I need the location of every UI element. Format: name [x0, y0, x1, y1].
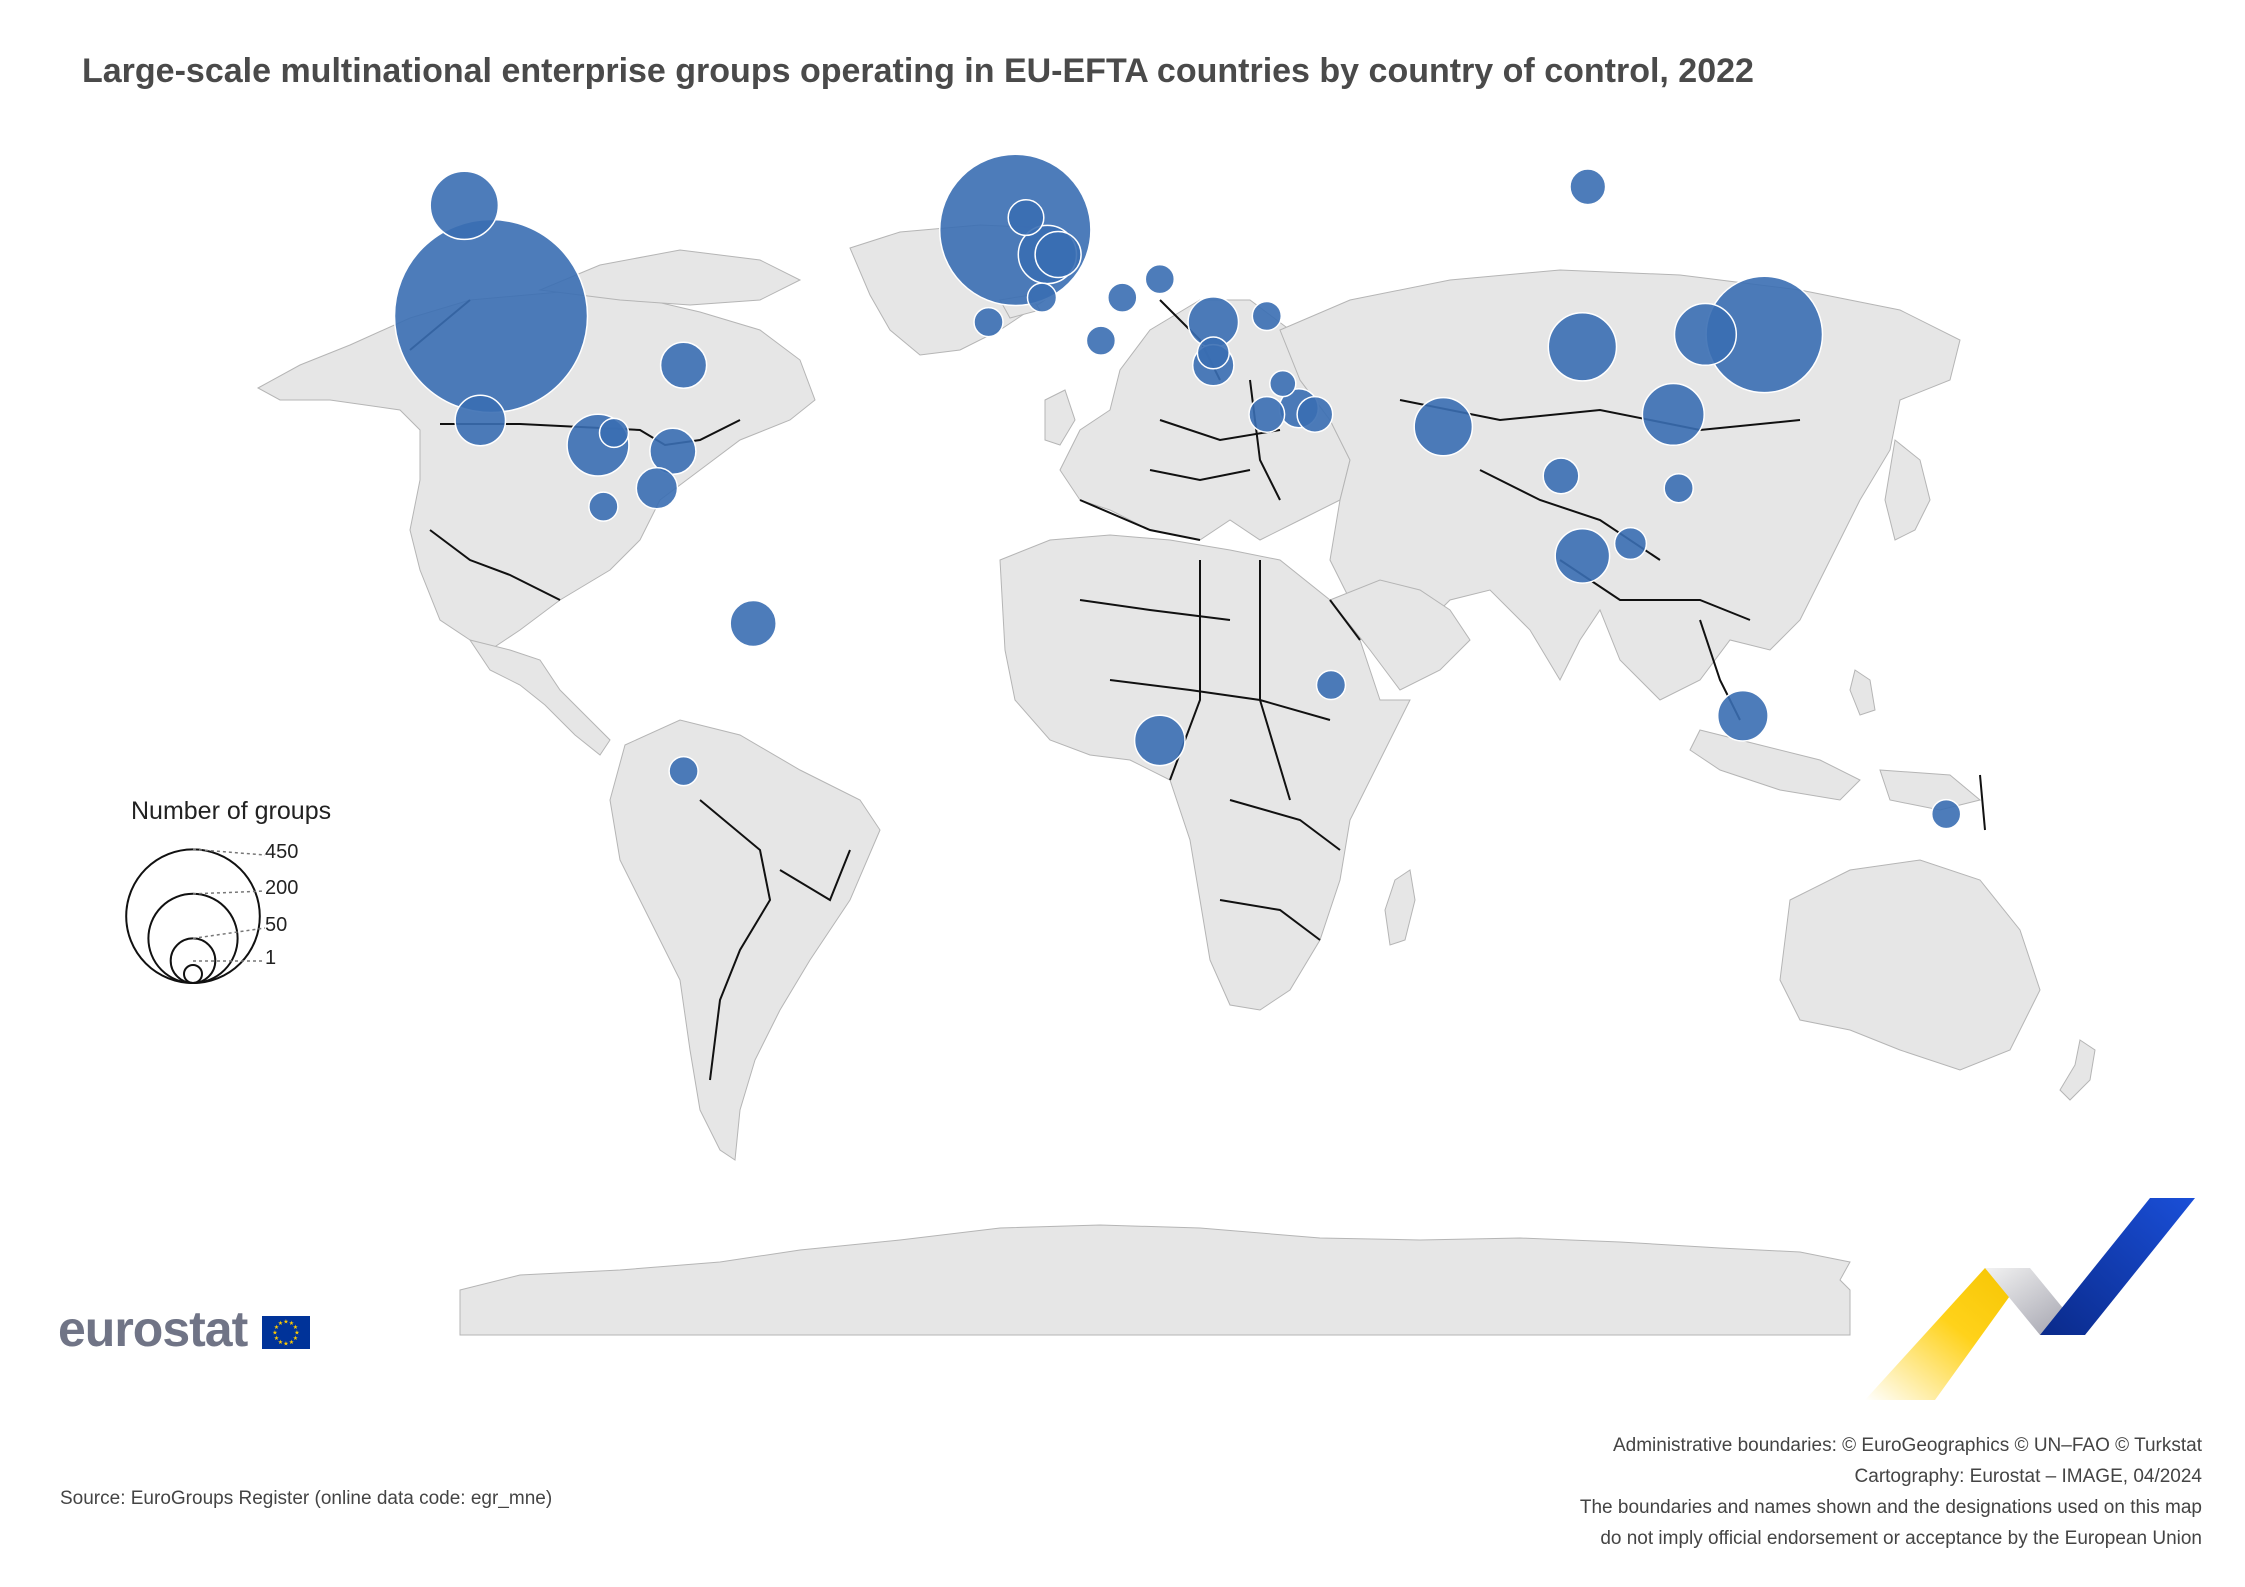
bubble	[393, 218, 589, 414]
bubble	[1248, 395, 1286, 433]
credit-line: do not imply official endorsement or acc…	[1600, 1528, 2202, 1549]
australia	[1779, 859, 2041, 1071]
eu-star-icon: ★	[283, 1319, 288, 1326]
eu-flag-background	[262, 1316, 310, 1349]
arctic-islands	[538, 249, 802, 306]
eu-star-icon: ★	[289, 1320, 294, 1327]
bubble	[1144, 263, 1176, 295]
legend-leader-line	[192, 890, 266, 895]
indonesia	[1689, 729, 1861, 801]
new-zealand	[2059, 1039, 2096, 1101]
bubble	[1196, 336, 1230, 370]
bubble	[1269, 369, 1297, 398]
source-note: Source: EuroGroups Register (online data…	[60, 1488, 553, 1509]
land-masses	[256, 224, 2096, 1336]
bubble	[1569, 168, 1607, 206]
eu-star-icon: ★	[289, 1339, 294, 1346]
bubble	[1085, 325, 1117, 356]
bubble	[729, 599, 777, 648]
antarctica	[459, 1224, 1851, 1336]
bubble	[1315, 669, 1347, 701]
eu-star-icon: ★	[293, 1335, 298, 1342]
map-credits: Administrative boundaries: © EuroGeograp…	[1580, 1430, 2202, 1554]
bubble	[1133, 714, 1186, 767]
credit-line: Cartography: Eurostat – IMAGE, 04/2024	[1854, 1466, 2202, 1487]
eu-star-icon: ★	[278, 1320, 283, 1327]
legend-circle	[183, 964, 203, 984]
eu-star-icon: ★	[293, 1324, 298, 1331]
bubble	[1251, 300, 1283, 332]
bubble	[1554, 527, 1611, 584]
bubble	[668, 755, 699, 787]
new-guinea	[1879, 769, 1982, 811]
bubble	[1413, 396, 1474, 457]
bubble	[588, 491, 619, 522]
bubble	[659, 341, 708, 389]
british-isles	[1044, 389, 1076, 446]
bubble	[1547, 311, 1618, 382]
bubble	[1673, 302, 1738, 367]
legend-label-1: 1	[265, 947, 277, 969]
legend-label-50: 50	[265, 914, 288, 936]
legend-label-450: 450	[265, 841, 299, 863]
eu-star-icon: ★	[272, 1330, 277, 1337]
bubble	[1107, 282, 1138, 313]
philippines	[1849, 669, 1876, 716]
bubble	[1716, 689, 1769, 742]
japan	[1884, 439, 1931, 541]
madagascar	[1384, 869, 1416, 946]
bubble	[635, 466, 679, 510]
bubble	[1542, 457, 1580, 495]
page-title: Large-scale multinational enterprise gro…	[82, 52, 1754, 90]
eu-star-icon: ★	[294, 1330, 299, 1337]
central-america	[468, 639, 611, 756]
bubble	[1007, 199, 1045, 237]
credit-line: Administrative boundaries: © EuroGeograp…	[1612, 1435, 2202, 1456]
legend-title: Number of groups	[131, 797, 332, 825]
legend-leader-line	[192, 848, 266, 856]
bubble	[1641, 382, 1705, 447]
bubble	[429, 170, 500, 241]
legend-circles	[125, 848, 266, 985]
legend-leader-line	[192, 927, 266, 940]
bubble	[1663, 472, 1694, 504]
bubble	[1026, 282, 1058, 313]
bubble	[454, 394, 507, 447]
eu-star-icon: ★	[283, 1341, 288, 1348]
bubbles-layer	[393, 153, 1962, 830]
eu-flag-icon: ★★★★★★★★★ ★ ★★	[262, 1316, 310, 1349]
legend-circle	[125, 848, 261, 985]
bubble	[1034, 230, 1082, 279]
eurostat-logo-text: eurostat	[58, 1301, 248, 1357]
bubble	[1613, 526, 1648, 561]
arabia	[1329, 579, 1471, 691]
legend-label-200: 200	[265, 877, 299, 899]
bubble	[1930, 798, 1962, 830]
eurostat-ribbon-logo	[1865, 1198, 2195, 1400]
bubble	[598, 417, 630, 449]
eu-star-icon: ★	[278, 1339, 283, 1346]
bubble	[1296, 395, 1334, 433]
eu-star-icon: ★	[274, 1335, 279, 1342]
bubble	[973, 306, 1004, 338]
eu-star-icon: ★	[274, 1324, 279, 1331]
credit-line: The boundaries and names shown and the d…	[1579, 1497, 2202, 1518]
